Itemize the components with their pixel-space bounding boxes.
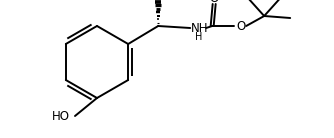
Text: H: H (195, 32, 203, 42)
Text: O: O (209, 0, 219, 5)
Text: HO: HO (52, 109, 70, 123)
Text: NH: NH (190, 22, 208, 35)
Text: O: O (236, 19, 246, 33)
